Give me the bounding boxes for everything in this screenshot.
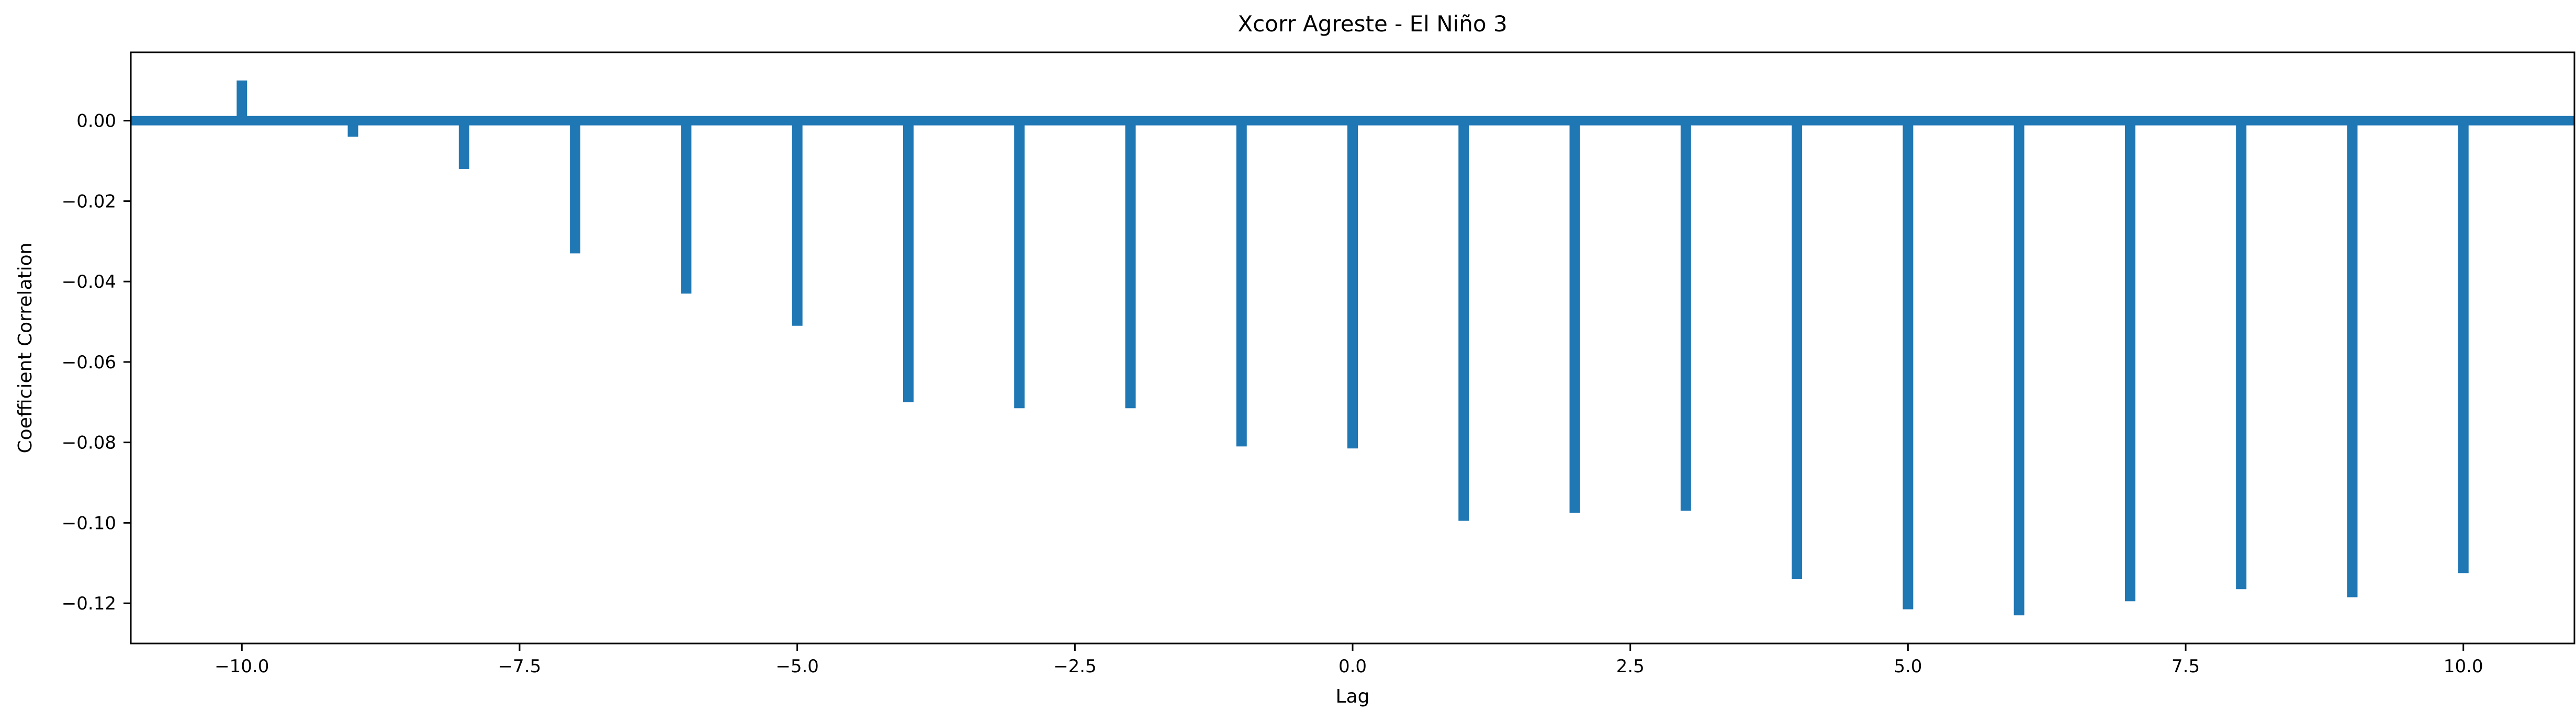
bar-lag--1: [1236, 120, 1247, 447]
bar-lag-6: [2013, 120, 2024, 616]
plot-area: [131, 80, 2574, 616]
bar-lag--7: [570, 120, 581, 254]
bar-lag--4: [903, 120, 914, 402]
x-tick-label: 7.5: [2172, 656, 2200, 677]
bar-lag-9: [2347, 120, 2358, 597]
x-tick-label: 10.0: [2444, 656, 2483, 677]
bar-lag--8: [458, 120, 469, 169]
x-axis-label: Lag: [1336, 686, 1370, 707]
y-tick-label: −0.02: [62, 191, 116, 212]
bar-lag--10: [237, 80, 248, 121]
bar-lag-4: [1792, 120, 1803, 580]
baseline-zero: [131, 116, 2574, 126]
bar-lag--6: [681, 120, 692, 294]
y-tick-label: −0.12: [62, 593, 116, 614]
bar-lag-3: [1680, 120, 1691, 511]
bar-lag-0: [1347, 120, 1358, 449]
bar-lag-2: [1569, 120, 1580, 513]
y-tick-label: −0.06: [62, 352, 116, 373]
x-tick-label: 5.0: [1894, 656, 1922, 677]
bar-lag-10: [2458, 120, 2469, 573]
x-tick-label: −7.5: [498, 656, 542, 677]
x-tick-label: −2.5: [1053, 656, 1097, 677]
bar-lag--3: [1014, 120, 1025, 409]
bar-lag-1: [1458, 120, 1469, 521]
chart-title: Xcorr Agreste - El Niño 3: [1238, 11, 1507, 37]
y-axis-label: Coefficient Correlation: [15, 243, 36, 454]
bar-lag-7: [2124, 120, 2135, 602]
x-tick-label: 2.5: [1616, 656, 1645, 677]
bar-lag--2: [1125, 120, 1136, 409]
y-tick-label: 0.00: [76, 111, 116, 132]
y-tick-label: −0.10: [62, 513, 116, 534]
y-tick-label: −0.08: [62, 433, 116, 454]
y-tick-label: −0.04: [62, 272, 116, 292]
bar-lag-8: [2236, 120, 2247, 590]
bar-lag--5: [792, 120, 803, 326]
x-tick-label: −10.0: [215, 656, 269, 677]
bar-lag-5: [1903, 120, 1914, 609]
x-tick-label: −5.0: [775, 656, 819, 677]
x-tick-label: 0.0: [1338, 656, 1367, 677]
